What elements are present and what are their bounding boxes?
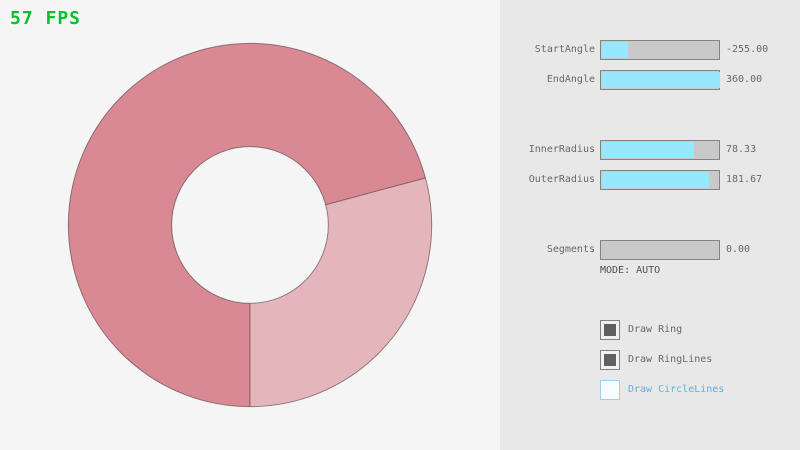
endangle-label: EndAngle [546,74,595,85]
endangle-slider-row: EndAngle 360.00 [0,70,800,90]
endangle-slider[interactable] [600,70,720,90]
startangle-slider[interactable] [600,40,720,60]
startangle-slider-fill [602,42,628,58]
innerradius-slider-row: InnerRadius 78.33 [0,140,800,160]
outerradius-label: OuterRadius [528,174,595,185]
draw-circlelines-checkbox-row: Draw CircleLines [600,380,724,400]
innerradius-slider-fill [602,142,695,158]
segments-value: 0.00 [726,244,751,255]
innerradius-value: 78.33 [726,144,757,155]
draw-circlelines-checkbox-label: Draw CircleLines [628,384,725,395]
fps-counter: 57 FPS [10,8,82,29]
outerradius-slider[interactable] [600,170,720,190]
draw-circlelines-checkbox[interactable] [600,380,620,400]
draw-ring-checkbox[interactable] [600,320,620,340]
segments-slider[interactable] [600,240,720,260]
draw-ringlines-checkbox-row: Draw RingLines [600,350,712,370]
draw-ringlines-checkbox[interactable] [600,350,620,370]
endangle-slider-fill [602,72,720,88]
draw-ring-checkbox-row: Draw Ring [600,320,682,340]
segments-slider-row: Segments 0.00 [0,240,800,260]
startangle-label: StartAngle [534,44,595,55]
startangle-slider-row: StartAngle -255.00 [0,40,800,60]
segments-label: Segments [546,244,595,255]
innerradius-slider[interactable] [600,140,720,160]
innerradius-label: InnerRadius [528,144,595,155]
draw-ringlines-checkbox-label: Draw RingLines [628,354,713,365]
mode-indicator: MODE: AUTO [600,265,661,276]
ring-chart [67,42,433,408]
draw-ring-checkbox-label: Draw Ring [628,324,683,335]
outerradius-slider-fill [602,172,710,188]
outerradius-value: 181.67 [726,174,763,185]
endangle-value: 360.00 [726,74,763,85]
startangle-value: -255.00 [726,44,769,55]
outerradius-slider-row: OuterRadius 181.67 [0,170,800,190]
